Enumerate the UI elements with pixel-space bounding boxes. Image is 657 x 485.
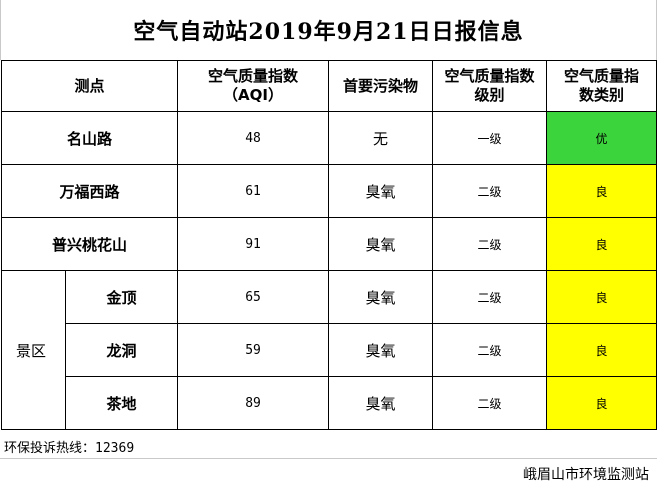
header-pollutant: 首要污染物 bbox=[328, 60, 434, 112]
header-site: 测点 bbox=[0, 60, 179, 112]
hotline-label: 环保投诉热线： bbox=[4, 441, 96, 456]
aqi-value: 65 bbox=[177, 270, 330, 324]
table-row: 龙洞 59 臭氧 二级 良 bbox=[2, 323, 657, 377]
table-row: 万福西路 61 臭氧 二级 良 bbox=[0, 164, 657, 218]
site-name: 名山路 bbox=[0, 111, 179, 165]
header-aqi-line1: 空气质量指数 bbox=[208, 67, 299, 85]
primary-pollutant: 臭氧 bbox=[328, 323, 434, 377]
aqi-category: 良 bbox=[546, 376, 657, 430]
header-aqi-line2: （AQI） bbox=[223, 86, 283, 104]
header-level-line2: 级别 bbox=[474, 86, 505, 104]
aqi-table: 测点 空气质量指数 （AQI） 首要污染物 空气质量指数 级别 空气质量指 数类… bbox=[0, 60, 657, 430]
aqi-level: 二级 bbox=[432, 217, 548, 271]
aqi-level: 二级 bbox=[432, 270, 548, 324]
aqi-value: 91 bbox=[177, 217, 330, 271]
header-category: 空气质量指 数类别 bbox=[546, 60, 657, 112]
table-row: 名山路 48 无 一级 优 bbox=[0, 111, 657, 165]
aqi-category: 良 bbox=[546, 164, 657, 218]
site-name: 金顶 bbox=[64, 270, 179, 324]
primary-pollutant: 臭氧 bbox=[328, 270, 434, 324]
header-category-line2: 数类别 bbox=[579, 86, 625, 104]
aqi-value: 61 bbox=[177, 164, 330, 218]
table-row: 茶地 89 臭氧 二级 良 bbox=[2, 376, 657, 430]
aqi-level: 一级 bbox=[432, 111, 548, 165]
header-level-line1: 空气质量指数 bbox=[444, 67, 535, 85]
header-level: 空气质量指数 级别 bbox=[432, 60, 548, 112]
aqi-level: 二级 bbox=[432, 376, 548, 430]
table-row: 普兴桃花山 91 臭氧 二级 良 bbox=[0, 217, 657, 271]
primary-pollutant: 臭氧 bbox=[328, 164, 434, 218]
primary-pollutant: 无 bbox=[328, 111, 434, 165]
aqi-category: 优 bbox=[546, 111, 657, 165]
aqi-value: 59 bbox=[177, 323, 330, 377]
site-name: 普兴桃花山 bbox=[0, 217, 179, 271]
site-name: 茶地 bbox=[64, 376, 179, 430]
header-aqi: 空气质量指数 （AQI） bbox=[177, 60, 330, 112]
primary-pollutant: 臭氧 bbox=[328, 217, 434, 271]
aqi-category: 良 bbox=[546, 217, 657, 271]
organization-name: 峨眉山市环境监测站 bbox=[523, 467, 649, 483]
header-category-line1: 空气质量指 bbox=[564, 67, 640, 85]
aqi-level: 二级 bbox=[432, 164, 548, 218]
scenic-group-label: 景区 bbox=[1, 270, 66, 430]
primary-pollutant: 臭氧 bbox=[328, 376, 434, 430]
hotline-number: 12369 bbox=[95, 441, 135, 456]
table-row: 景区 金顶 65 臭氧 二级 良 bbox=[1, 270, 657, 430]
aqi-category: 良 bbox=[546, 323, 657, 377]
site-name: 万福西路 bbox=[0, 164, 179, 218]
aqi-category: 良 bbox=[546, 270, 657, 324]
aqi-level: 二级 bbox=[432, 323, 548, 377]
complaint-hotline: 环保投诉热线：12369 bbox=[4, 437, 134, 456]
site-name: 龙洞 bbox=[64, 323, 179, 377]
aqi-value: 89 bbox=[177, 376, 330, 430]
table-header-row: 测点 空气质量指数 （AQI） 首要污染物 空气质量指数 级别 空气质量指 数类… bbox=[0, 60, 657, 112]
aqi-value: 48 bbox=[177, 111, 330, 165]
footer-divider bbox=[0, 458, 657, 459]
report-title: 空气自动站2019年9月21日日报信息 bbox=[0, 0, 657, 60]
